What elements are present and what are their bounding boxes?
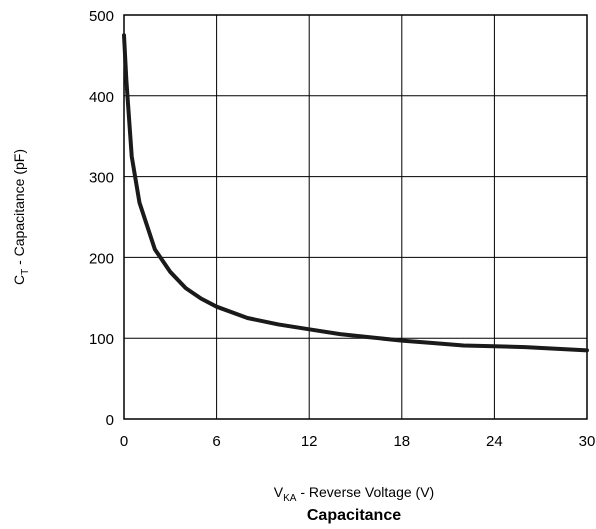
x-tick-label: 0: [120, 433, 128, 450]
y-tick-label: 0: [106, 412, 114, 429]
y-tick-label: 500: [89, 8, 114, 25]
y-tick-label: 100: [89, 331, 114, 348]
y-axis-label: CT - Capacitance (pF): [11, 149, 31, 285]
plot-frame: [123, 14, 588, 420]
chart-title: Capacitance: [307, 507, 401, 524]
x-tick-label: 24: [486, 433, 503, 450]
y-tick-labels: 0 100 200 300 400 500: [89, 8, 114, 429]
x-tick-label: 30: [579, 433, 596, 450]
y-tick-label: 200: [89, 250, 114, 267]
x-tick-label: 6: [212, 433, 220, 450]
x-tick-label: 18: [393, 433, 410, 450]
capacitance-curve: [122, 33, 589, 353]
y-tick-label: 400: [89, 89, 114, 106]
grid: [124, 15, 587, 419]
x-axis-label: VKA - Reverse Voltage (V): [274, 484, 434, 504]
x-tick-label: 12: [301, 433, 318, 450]
y-tick-label: 300: [89, 170, 114, 187]
x-tick-labels: 0 6 12 18 24 30: [120, 433, 596, 450]
